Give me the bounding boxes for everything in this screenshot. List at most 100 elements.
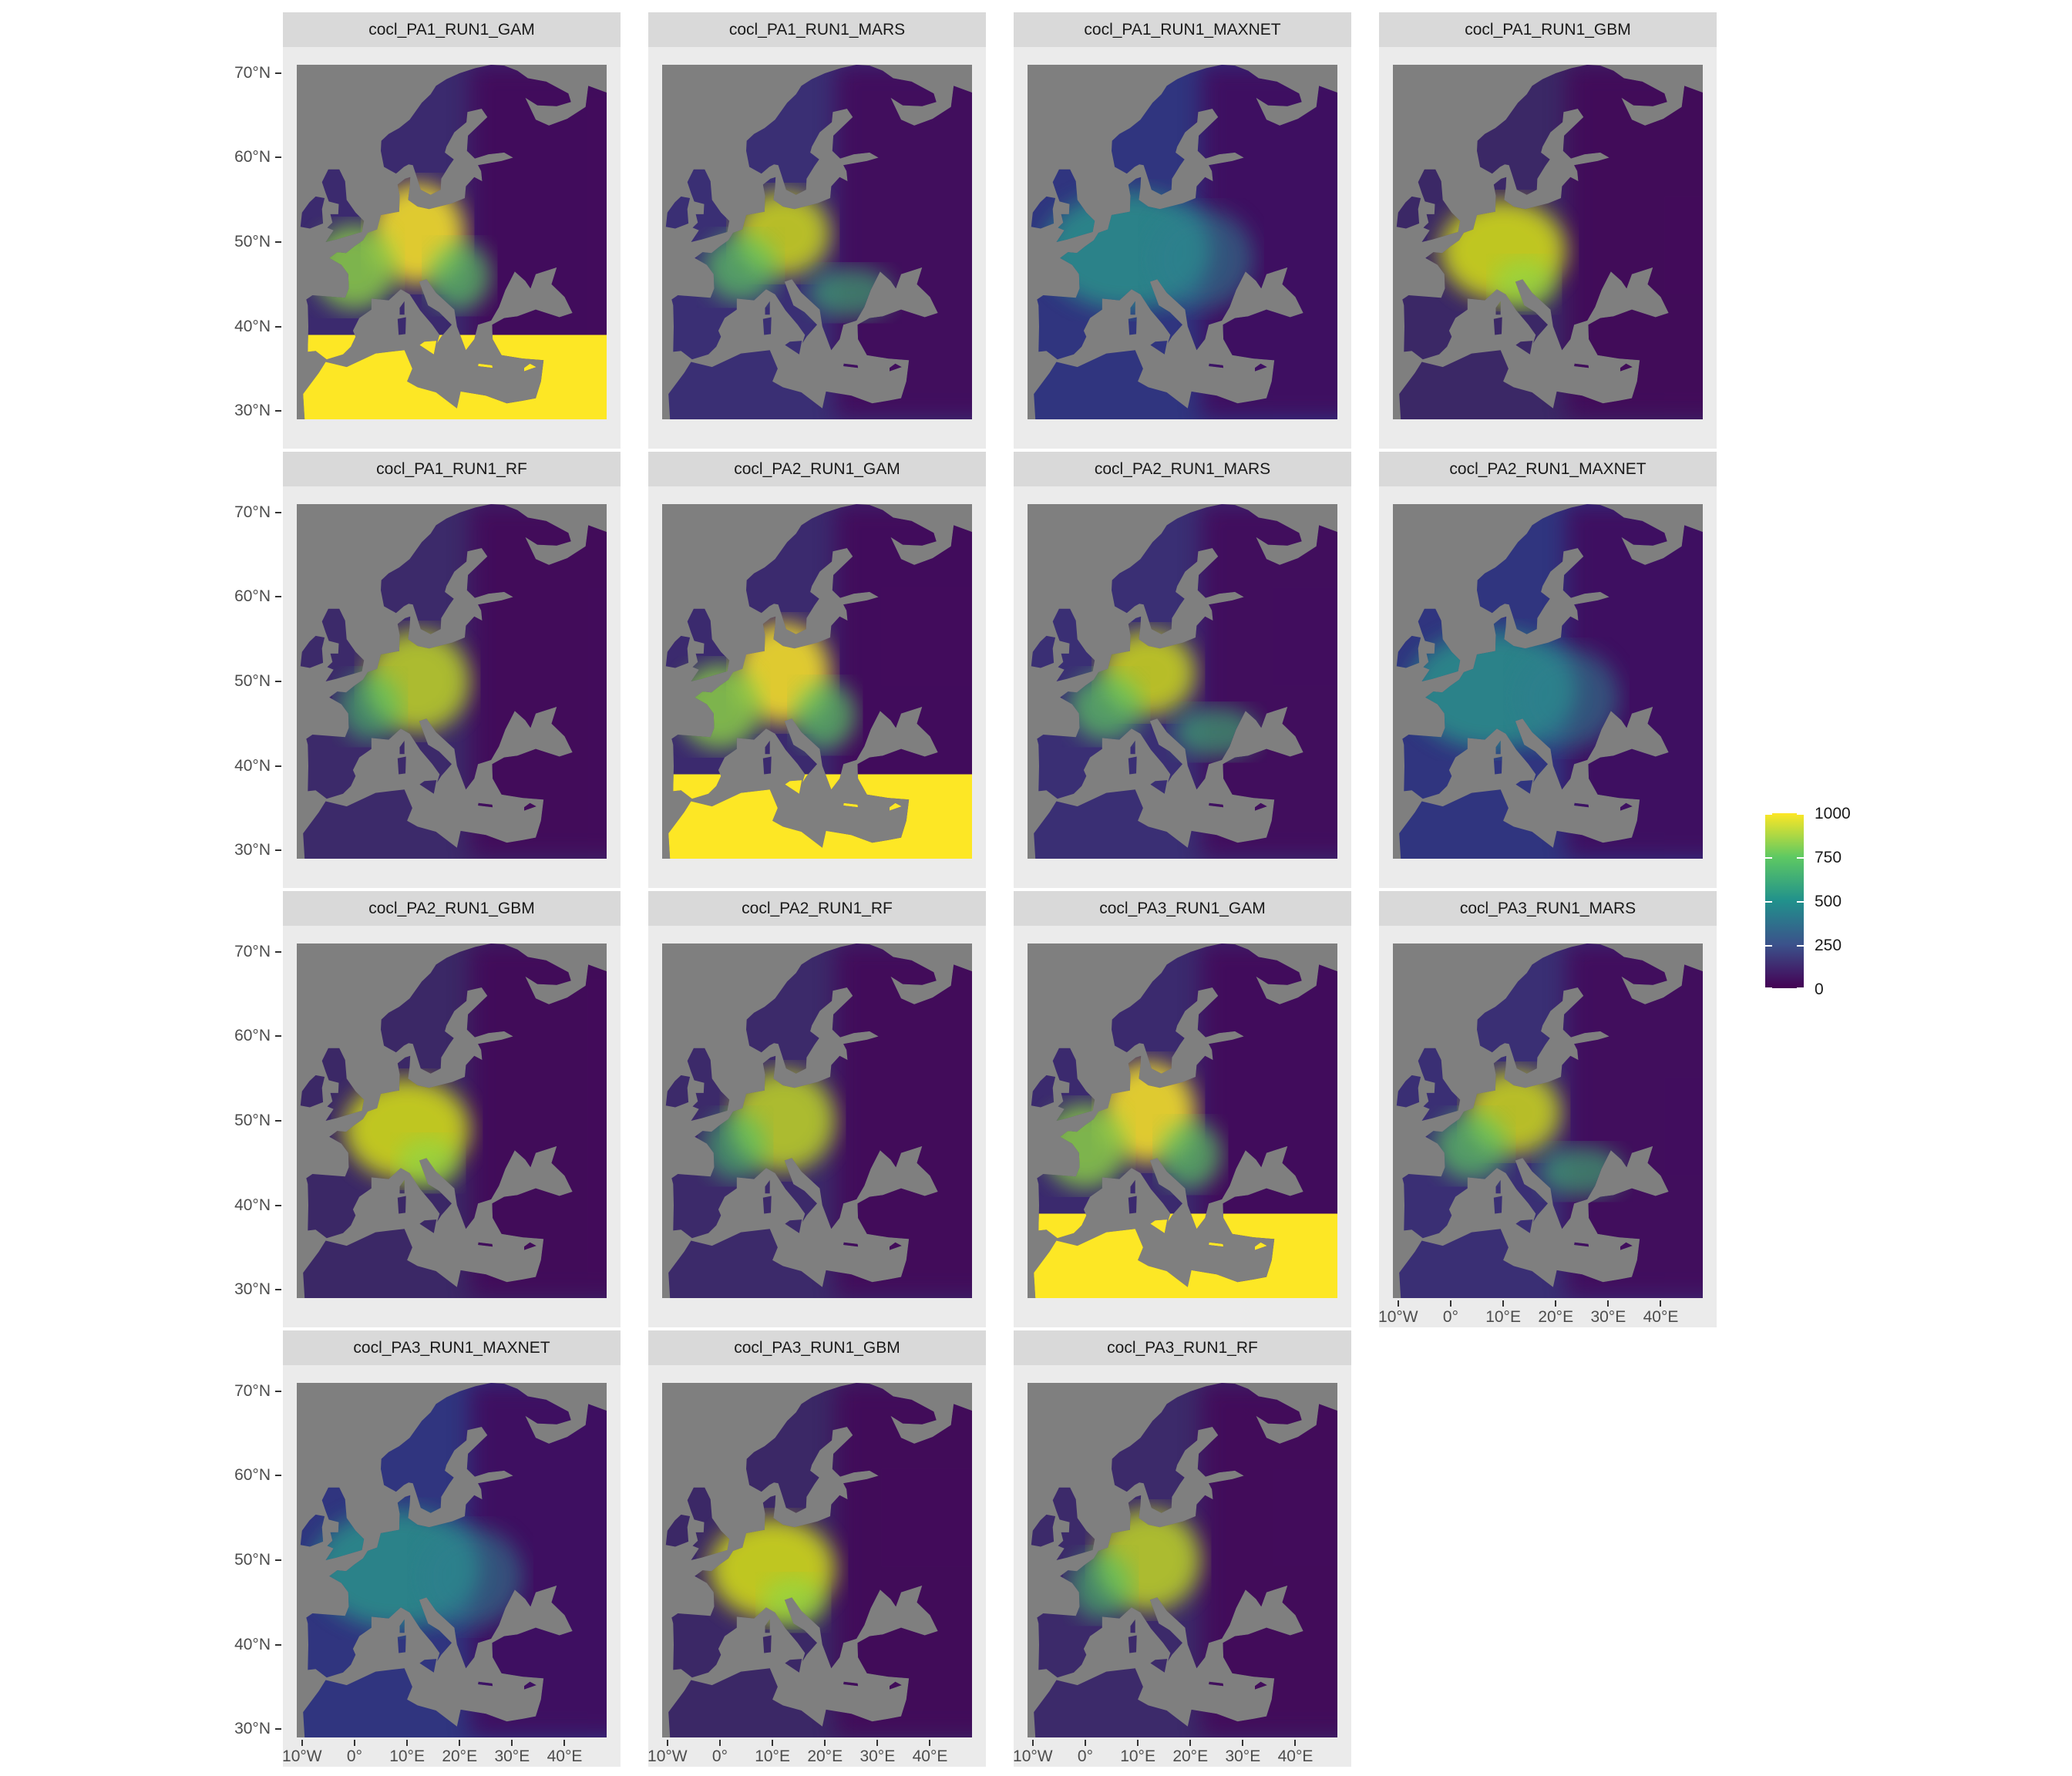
- y-axis: 70°N 60°N 50°N 40°N 30°N: [208, 63, 281, 419]
- x-tick-mark: [353, 1740, 355, 1746]
- suitability-map: [1028, 944, 1337, 1298]
- legend-tick: [1765, 857, 1804, 859]
- suitability-hotspot: [1435, 1112, 1509, 1180]
- legend-label-1000: 1000: [1815, 805, 1851, 822]
- x-tick: 10°W: [637, 1740, 698, 1766]
- y-tick: 30°N: [234, 402, 281, 419]
- x-tick-label: 0°: [1442, 1308, 1458, 1326]
- suitability-hotspot: [417, 1526, 523, 1628]
- suitability-hotspot: [1513, 648, 1619, 749]
- legend-tick: [1765, 813, 1804, 815]
- y-tick: 60°N: [234, 1027, 281, 1045]
- x-tick: 20°E: [794, 1740, 856, 1766]
- legend-tick: [1765, 901, 1804, 903]
- y-tick: 60°N: [234, 587, 281, 606]
- map-panel: cocl_PA1_RUN1_GBM: [1379, 12, 1717, 449]
- y-tick: 40°N: [234, 757, 281, 775]
- panel-title: cocl_PA3_RUN1_MARS: [1379, 891, 1717, 926]
- legend-label-250: 250: [1815, 937, 1842, 954]
- x-tick-mark: [563, 1740, 566, 1746]
- y-tick-label: 70°N: [234, 942, 271, 960]
- y-tick-mark: [275, 1643, 281, 1646]
- y-tick-mark: [275, 1728, 281, 1731]
- map-panel: cocl_PA3_RUN1_GBM: [648, 1330, 986, 1767]
- x-tick-mark: [459, 1740, 461, 1746]
- y-tick-mark: [275, 410, 281, 412]
- x-tick: 10°E: [742, 1740, 803, 1766]
- suitability-map: [297, 944, 607, 1298]
- x-tick-label: 30°E: [1225, 1747, 1261, 1765]
- x-tick-label: 20°E: [442, 1747, 478, 1765]
- x-axis: 10°W 0° 10°E 20°E 30°E 40°E: [1013, 1740, 1337, 1768]
- suitability-map: [1393, 944, 1703, 1298]
- x-tick-mark: [1607, 1300, 1610, 1307]
- y-tick-label: 50°N: [234, 1551, 271, 1569]
- y-tick-label: 70°N: [234, 63, 271, 82]
- y-tick: 60°N: [234, 148, 281, 166]
- suitability-map: [1028, 504, 1337, 859]
- y-tick: 50°N: [234, 1112, 281, 1129]
- suitability-map: [1028, 1383, 1337, 1737]
- x-tick-label: 20°E: [807, 1747, 843, 1765]
- y-tick-label: 40°N: [234, 317, 271, 335]
- y-tick-label: 40°N: [234, 1635, 271, 1653]
- suitability-hotspot: [704, 234, 778, 301]
- y-tick-label: 60°N: [234, 587, 271, 606]
- y-tick-label: 60°N: [234, 148, 271, 166]
- x-tick: 30°E: [481, 1740, 543, 1766]
- x-tick: 20°E: [1525, 1300, 1586, 1327]
- x-tick-mark: [772, 1740, 774, 1746]
- y-tick: 30°N: [234, 841, 281, 859]
- x-tick: 20°E: [429, 1740, 490, 1766]
- y-tick-mark: [275, 325, 281, 328]
- x-tick-label: 0°: [711, 1747, 728, 1765]
- y-tick-mark: [275, 1204, 281, 1206]
- x-tick: 10°W: [271, 1740, 333, 1766]
- y-tick-label: 60°N: [234, 1027, 271, 1045]
- x-tick: 10°W: [1002, 1740, 1064, 1766]
- y-tick-mark: [275, 596, 281, 598]
- x-tick-mark: [1031, 1740, 1034, 1746]
- x-tick-mark: [1397, 1300, 1399, 1307]
- map-panel: cocl_PA1_RUN1_MAXNET: [1014, 12, 1351, 449]
- y-tick: 40°N: [234, 1636, 281, 1653]
- x-tick-mark: [824, 1740, 826, 1746]
- y-tick-mark: [275, 1289, 281, 1291]
- x-tick: 40°E: [1630, 1300, 1691, 1327]
- y-tick-label: 50°N: [234, 1112, 271, 1129]
- x-tick-label: 20°E: [1172, 1747, 1209, 1765]
- y-tick: 40°N: [234, 1196, 281, 1214]
- y-tick-label: 30°N: [234, 1280, 271, 1299]
- suitability-hotspot: [793, 681, 857, 749]
- x-tick-mark: [929, 1740, 931, 1746]
- panel-title: cocl_PA1_RUN1_GBM: [1379, 12, 1717, 47]
- x-axis: 10°W 0° 10°E 20°E 30°E 40°E: [1378, 1300, 1703, 1328]
- legend-label-0: 0: [1815, 980, 1824, 998]
- legend-label-750: 750: [1815, 849, 1842, 866]
- suitability-map: [662, 504, 972, 859]
- suitability-hotspot: [1148, 208, 1253, 310]
- panel-title: cocl_PA1_RUN1_MARS: [648, 12, 986, 47]
- y-tick: 50°N: [234, 1551, 281, 1569]
- legend-color-bar: [1765, 813, 1804, 988]
- x-tick-label: 10°W: [282, 1747, 322, 1765]
- y-tick-mark: [275, 681, 281, 682]
- y-tick: 70°N: [234, 503, 281, 521]
- x-tick-mark: [1555, 1300, 1557, 1307]
- y-axis: 70°N 60°N 50°N 40°N 30°N: [208, 503, 281, 859]
- suitability-map: [297, 65, 607, 419]
- x-tick-label: 10°E: [755, 1747, 790, 1765]
- suitability-hotspot: [1069, 1552, 1133, 1620]
- panel-title: cocl_PA2_RUN1_GBM: [283, 891, 621, 926]
- x-axis: 10°W 0° 10°E 20°E 30°E 40°E: [282, 1740, 607, 1768]
- y-tick-mark: [275, 72, 281, 74]
- y-tick-mark: [275, 849, 281, 852]
- y-tick: 60°N: [234, 1466, 281, 1484]
- x-tick-label: 30°E: [859, 1747, 896, 1765]
- map-panel: cocl_PA3_RUN1_MARS: [1379, 891, 1717, 1327]
- x-tick: 40°E: [1264, 1740, 1326, 1766]
- y-tick-label: 50°N: [234, 233, 271, 251]
- y-tick-mark: [275, 1120, 281, 1122]
- panel-title: cocl_PA3_RUN1_GAM: [1014, 891, 1351, 926]
- panel-title: cocl_PA2_RUN1_GAM: [648, 452, 986, 486]
